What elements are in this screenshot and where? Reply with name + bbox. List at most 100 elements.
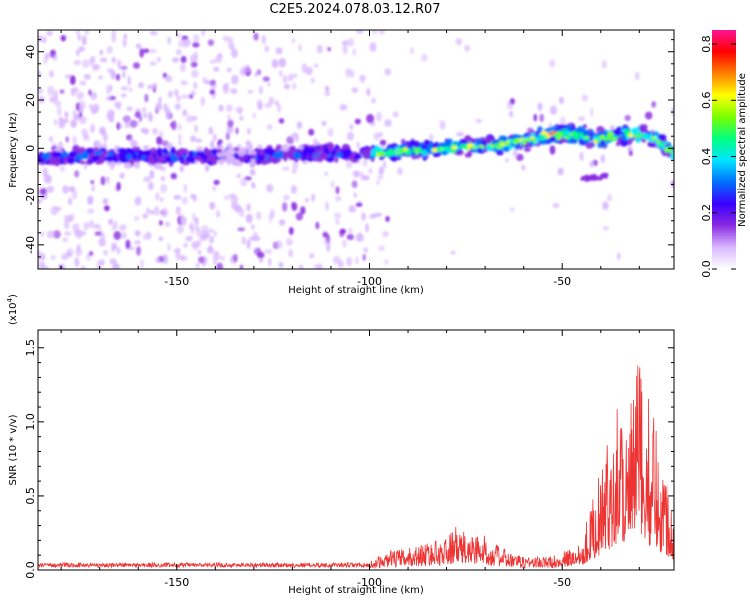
spectrogram-noise-blob bbox=[295, 212, 303, 221]
spectrogram-noise-blob bbox=[126, 106, 133, 112]
spectrogram-noise-blob bbox=[602, 226, 609, 231]
spectrogram-noise-blob bbox=[99, 259, 105, 266]
spectrogram-noise-blob bbox=[392, 111, 399, 118]
spectrogram-hot-blob bbox=[604, 135, 609, 140]
spectrogram-peak-blob bbox=[544, 132, 550, 136]
spectrogram-noise-blob bbox=[90, 123, 95, 134]
spectrogram-ridge-blob bbox=[228, 155, 236, 164]
spectrogram-ridge-blob bbox=[62, 157, 68, 165]
spectrogram-noise-blob bbox=[231, 48, 238, 58]
spectrogram-noise-blob bbox=[235, 127, 239, 135]
spectrogram-hot-blob bbox=[645, 136, 652, 140]
snr-frame bbox=[37, 329, 675, 571]
spectrogram-noise-blob bbox=[90, 55, 96, 64]
spectrogram-noise-blob bbox=[286, 136, 295, 145]
spectrogram-noise-blob bbox=[230, 201, 239, 210]
spectrogram-y-tick-label: -40 bbox=[24, 236, 37, 254]
spectrogram-noise-blob bbox=[133, 215, 140, 221]
snr-plot-area bbox=[38, 365, 674, 569]
spectrogram-ridge-blob bbox=[302, 146, 309, 155]
spectrogram-noise-blob bbox=[173, 194, 182, 200]
spectrogram-noise-blob bbox=[291, 38, 296, 43]
spectrogram-noise-blob bbox=[173, 247, 181, 254]
spectrogram-y-tick-label: 40 bbox=[24, 45, 37, 59]
spectrogram-ridge-blob bbox=[137, 150, 142, 155]
spectrogram-noise-blob bbox=[46, 30, 53, 36]
spectrogram-noise-blob bbox=[144, 93, 149, 103]
spectrogram-noise-blob bbox=[275, 100, 279, 106]
spectrogram-noise-blob bbox=[397, 167, 403, 176]
spectrogram-ridge-blob bbox=[420, 144, 427, 150]
spectrogram-noise-blob bbox=[209, 89, 215, 95]
spectrogram-noise-blob bbox=[194, 50, 198, 60]
spectrogram-noise-blob bbox=[192, 34, 200, 43]
spectrogram-noise-blob bbox=[228, 42, 235, 51]
spectrogram-hot-blob bbox=[624, 133, 629, 137]
spectrogram-noise-blob bbox=[355, 256, 359, 265]
spectrogram-y-tick-label: 20 bbox=[24, 93, 37, 107]
spectrogram-ridge-blob bbox=[220, 158, 226, 164]
spectrogram-noise-blob bbox=[46, 230, 55, 239]
spectrogram-ridge-blob bbox=[168, 142, 173, 150]
spectrogram-noise-blob bbox=[155, 192, 160, 201]
spectrogram-noise-blob bbox=[39, 261, 46, 269]
spectrogram-ridge-blob bbox=[326, 156, 335, 163]
spectrogram-hot-blob bbox=[537, 133, 542, 137]
spectrogram-noise-blob bbox=[258, 85, 263, 95]
spectrogram-hot-blob bbox=[607, 131, 614, 136]
spectrogram-y-tick-label: 0 bbox=[24, 145, 37, 152]
spectrogram-ridge-blob bbox=[343, 148, 352, 157]
spectrogram-noise-blob bbox=[376, 179, 380, 185]
spectrogram-hot-blob bbox=[573, 132, 579, 136]
spectrogram-hot-blob bbox=[401, 148, 406, 152]
spectrogram-noise-blob bbox=[281, 166, 290, 171]
spectrogram-ridge-blob bbox=[233, 161, 243, 167]
spectrogram-noise-blob bbox=[158, 96, 162, 103]
spectrogram-noise-blob bbox=[142, 213, 149, 219]
snr-y-tick-label: 0.5 bbox=[24, 487, 37, 505]
spectrogram-noise-blob bbox=[355, 202, 363, 207]
spectrogram-noise-blob bbox=[77, 34, 82, 41]
spectrogram-axes: -150 -100 -50 40 20 0 -20 -40 bbox=[24, 30, 674, 288]
spectrogram-background bbox=[38, 30, 674, 269]
spectrogram-hot-blob bbox=[450, 143, 457, 147]
spectrogram-noise-blob bbox=[335, 218, 340, 225]
spectrogram-ridge-blob bbox=[326, 142, 334, 150]
spectrogram-noise-blob bbox=[53, 90, 59, 100]
spectrogram-noise-blob bbox=[119, 224, 127, 231]
spectrogram-ridge-blob bbox=[464, 153, 471, 158]
spectrogram-noise-blob bbox=[72, 135, 77, 146]
spectrogram-noise-blob bbox=[74, 170, 80, 178]
snr-x-axis-label: Height of straight line (km) bbox=[288, 585, 424, 596]
spectrogram-noise-blob bbox=[278, 57, 287, 68]
spectrogram-noise-blob bbox=[229, 193, 236, 199]
spectrogram-noise-blob bbox=[179, 254, 185, 261]
spectrogram-noise-blob bbox=[168, 90, 173, 98]
spectrogram-noise-blob bbox=[147, 233, 152, 240]
spectrogram-noise-blob bbox=[158, 236, 164, 241]
spectrogram-ridge-blob bbox=[156, 148, 162, 156]
spectrogram-noise-blob bbox=[103, 249, 109, 256]
spectrogram-noise-blob bbox=[208, 126, 214, 135]
spectrogram-noise-blob bbox=[369, 42, 377, 52]
spectrogram-noise-blob bbox=[617, 252, 621, 261]
spectrogram-noise-blob bbox=[341, 40, 349, 46]
spectrogram-noise-blob bbox=[56, 106, 62, 116]
spectrogram-noise-blob bbox=[143, 48, 150, 54]
spectrogram-hot-blob bbox=[521, 140, 527, 145]
spectrogram-noise-blob bbox=[100, 176, 106, 186]
spectrogram-noise-blob bbox=[200, 96, 205, 107]
spectrogram-ridge-blob bbox=[225, 149, 230, 155]
spectrogram-hot-blob bbox=[650, 136, 655, 141]
spectrogram-noise-blob bbox=[138, 82, 144, 89]
spectrogram-ridge-blob bbox=[250, 154, 256, 159]
spectrogram-ridge-blob bbox=[53, 156, 61, 164]
spectrogram-hot-blob bbox=[632, 130, 638, 135]
spectrogram-noise-blob bbox=[47, 85, 55, 96]
spectrogram-hot-blob bbox=[540, 134, 544, 139]
spectrogram-noise-blob bbox=[549, 145, 556, 155]
spectrogram-hot-blob bbox=[634, 135, 638, 139]
spectrogram-ridge-blob bbox=[82, 152, 89, 160]
spectrogram-noise-blob bbox=[232, 253, 238, 263]
spectrogram-noise-blob bbox=[581, 94, 588, 102]
